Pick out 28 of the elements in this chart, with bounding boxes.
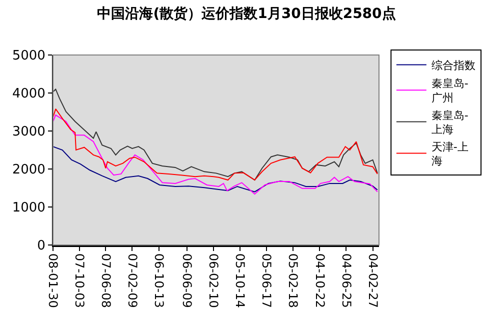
legend-label: 秦皇岛-广州 xyxy=(431,77,468,105)
y-tick-label: 2000 xyxy=(12,162,46,178)
y-tick-label: 0 xyxy=(37,238,46,254)
x-tick-label: 06-10-13 xyxy=(152,253,166,308)
line-series xyxy=(53,88,378,181)
y-tick-label: 5000 xyxy=(12,48,46,64)
legend-label: 天津-上海 xyxy=(431,140,468,168)
x-tick-label: 08-01-30 xyxy=(46,253,60,308)
x-tick-label: 07-06-08 xyxy=(98,253,113,308)
x-tick-label: 05-02-18 xyxy=(286,253,300,308)
legend-label: 秦皇岛-上海 xyxy=(431,108,468,136)
x-tick-label: 06-06-09 xyxy=(180,253,194,308)
x-tick-label: 06-02-10 xyxy=(206,253,221,308)
legend-label: 综合指数 xyxy=(431,59,476,72)
x-tick-label: 04-02-27 xyxy=(366,253,380,308)
line-series xyxy=(53,108,378,181)
y-tick-label: 3000 xyxy=(12,124,46,140)
x-tick-label: 07-02-09 xyxy=(125,253,140,308)
y-tick-label: 1000 xyxy=(12,200,46,216)
x-tick-label: 05-06-17 xyxy=(260,253,274,308)
y-tick-label: 4000 xyxy=(12,86,46,102)
chart-title: 中国沿海(散货）运价指数1月30日报收2580点 xyxy=(97,6,396,22)
x-tick-label: 05-10-14 xyxy=(233,253,248,308)
line-series xyxy=(53,146,378,192)
x-tick-label: 07-10-03 xyxy=(72,253,87,308)
line-series xyxy=(53,114,378,195)
x-tick-label: 04-10-22 xyxy=(312,253,327,308)
x-tick-label: 04-06-25 xyxy=(339,253,354,308)
